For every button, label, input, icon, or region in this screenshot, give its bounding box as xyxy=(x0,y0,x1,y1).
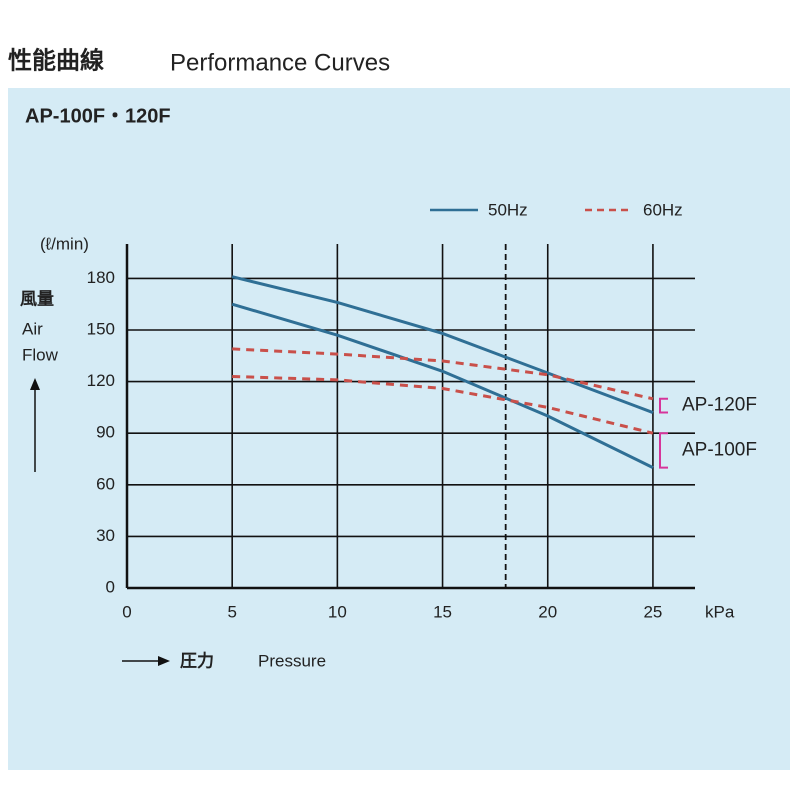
series-line xyxy=(231,275,654,414)
y-label-en: Flow xyxy=(22,345,59,364)
x-tick-label: 10 xyxy=(328,602,347,621)
title-en: Performance Curves xyxy=(170,49,390,76)
arrow-head xyxy=(30,378,40,390)
bracket xyxy=(659,397,668,414)
title: 性能曲線 xyxy=(8,46,104,74)
series-line xyxy=(232,347,654,401)
y-tick-label: 0 xyxy=(106,577,115,596)
x-unit: kPa xyxy=(705,602,735,621)
series-line xyxy=(231,302,654,469)
x-label: 圧力 xyxy=(180,650,214,670)
x-tick-label: 5 xyxy=(227,602,236,621)
x-tick-label: 0 xyxy=(122,602,131,621)
x-tick-label: 20 xyxy=(538,602,557,621)
series-line xyxy=(232,374,654,435)
y-tick-label: 180 xyxy=(87,268,115,287)
y-tick-label: 150 xyxy=(87,319,115,338)
y-unit: (ℓ/min) xyxy=(40,234,89,253)
model-label: AP-100F xyxy=(682,439,757,460)
arrow-head xyxy=(158,656,170,666)
y-tick-label: 60 xyxy=(96,474,115,493)
x-label-en: Pressure xyxy=(258,651,326,670)
y-label-en: Air xyxy=(22,319,43,338)
model-label: AP-120F xyxy=(682,395,757,416)
legend-label: 50Hz xyxy=(488,200,528,219)
x-tick-label: 15 xyxy=(433,602,452,621)
panel xyxy=(8,88,790,770)
y-tick-label: 120 xyxy=(87,371,115,390)
bracket xyxy=(659,432,668,469)
y-tick-label: 30 xyxy=(96,526,115,545)
x-tick-label: 25 xyxy=(643,602,662,621)
y-label: 風量 xyxy=(20,288,54,308)
legend-label: 60Hz xyxy=(643,200,683,219)
y-tick-label: 90 xyxy=(96,423,115,442)
subtitle: AP-100F・120F xyxy=(25,105,171,127)
